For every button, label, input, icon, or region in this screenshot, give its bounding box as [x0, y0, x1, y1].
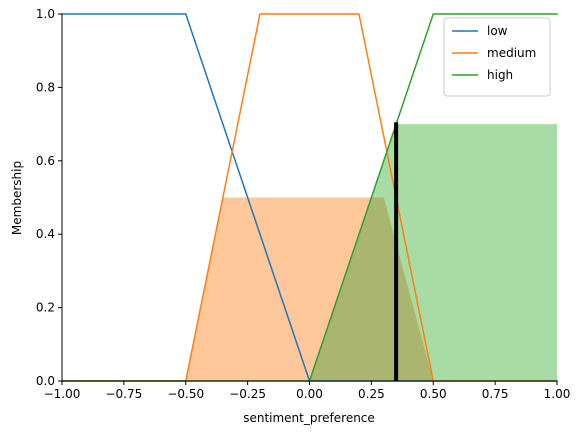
x-tick-label: 0.25 [358, 387, 385, 401]
x-tick-label: 1.00 [544, 387, 571, 401]
x-axis-label: sentiment_preference [243, 411, 375, 425]
x-tick-label: 0.50 [420, 387, 447, 401]
y-tick-label: 0.6 [36, 154, 55, 168]
x-tick-label: −0.75 [105, 387, 142, 401]
x-axis-ticks: −1.00 −0.75 −0.50 −0.25 0.00 0.25 0.50 0.75 1.00 [44, 381, 571, 401]
x-tick-label: −0.50 [167, 387, 204, 401]
legend-label-medium: medium [487, 46, 536, 60]
x-tick-label: −1.00 [44, 387, 81, 401]
activation-fills [185, 124, 557, 381]
legend: low medium high [443, 17, 551, 97]
x-tick-label: 0.75 [482, 387, 509, 401]
activation-overlap [309, 197, 434, 381]
y-tick-label: 0.0 [36, 374, 55, 388]
legend-label-high: high [487, 68, 513, 82]
y-tick-label: 0.4 [36, 227, 55, 241]
y-axis-label: Membership [10, 161, 24, 235]
x-tick-label: 0.00 [296, 387, 323, 401]
y-tick-label: 0.2 [36, 301, 55, 315]
legend-label-low: low [487, 24, 508, 38]
y-tick-label: 0.8 [36, 80, 55, 94]
y-tick-label: 1.0 [36, 7, 55, 21]
legend-box [443, 17, 551, 97]
y-axis-ticks: 0.0 0.2 0.4 0.6 0.8 1.0 [36, 7, 62, 388]
x-tick-label: −0.25 [229, 387, 266, 401]
